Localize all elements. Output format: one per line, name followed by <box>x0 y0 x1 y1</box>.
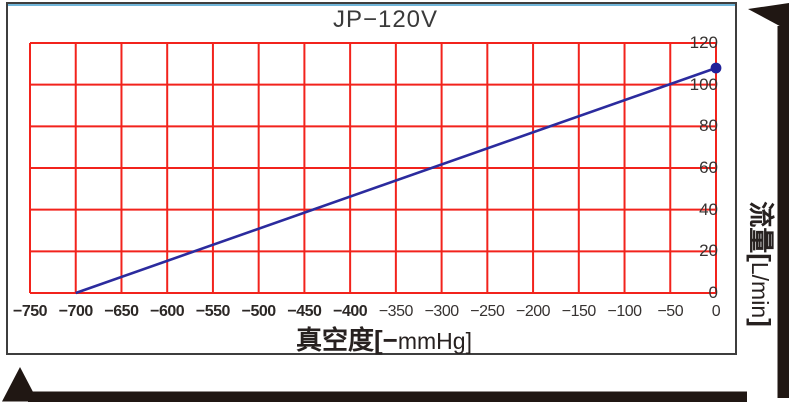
x-tick-label: −250 <box>470 303 505 320</box>
series-end-marker <box>710 62 722 74</box>
x-tick-label: −550 <box>195 303 231 320</box>
y-tick-label: 20 <box>699 241 718 261</box>
x-axis-title: 真空度[−mmHg] <box>296 320 472 357</box>
x-tick-label: −650 <box>104 303 139 320</box>
grid-lines <box>29 42 717 294</box>
x-tick-labels: −750 −700 −650 −600 −550 −500 −450 −400 −350 −300… <box>13 303 721 321</box>
x-tick-label: −750 <box>12 303 48 320</box>
y-axis-title-bold: 流量[ <box>746 201 776 262</box>
x-tick-label: −700 <box>58 303 94 320</box>
frame-top-accent-line <box>8 4 735 6</box>
y-axis-title-unit: L/min <box>747 261 773 319</box>
y-axis-title: 流量[L/min] <box>745 174 777 354</box>
grid-and-series-canvas <box>29 42 722 295</box>
plot-area: 0 20 40 60 80 100 120 <box>29 33 722 302</box>
y-axis-title-bold-suffix: ] <box>746 318 776 327</box>
x-tick-label: −400 <box>333 303 368 320</box>
y-tick-label: 100 <box>689 74 718 94</box>
vacuum-axis-arrowhead-icon <box>2 367 38 402</box>
flow-axis-arrowhead-icon <box>748 3 789 31</box>
y-tick-label: 60 <box>699 158 718 177</box>
x-tick-label: 0 <box>711 303 721 320</box>
x-tick-label: −50 <box>657 303 684 320</box>
vacuum-axis-arrow-shaft <box>28 391 747 402</box>
chart-frame <box>6 2 737 355</box>
flow-vs-vacuum-curve <box>75 66 717 295</box>
x-tick-label: −150 <box>561 303 597 320</box>
flow-axis-arrow-shaft <box>777 26 789 398</box>
x-tick-label: −100 <box>607 303 643 320</box>
x-tick-label: −500 <box>241 303 277 320</box>
x-tick-label: −350 <box>378 303 414 320</box>
x-axis-title-unit: mmHg] <box>397 328 472 354</box>
y-tick-label: 0 <box>708 283 718 302</box>
chart-title: JP−120V <box>332 6 439 33</box>
x-tick-label: −450 <box>287 303 322 320</box>
y-tick-label: 120 <box>689 33 718 52</box>
x-tick-label: −300 <box>424 303 460 320</box>
x-tick-label: −600 <box>150 303 185 320</box>
y-tick-label: 40 <box>699 199 718 219</box>
x-axis-title-bold: 真空度[− <box>296 325 398 355</box>
x-tick-label: −200 <box>516 303 551 320</box>
y-tick-label: 80 <box>699 116 718 136</box>
